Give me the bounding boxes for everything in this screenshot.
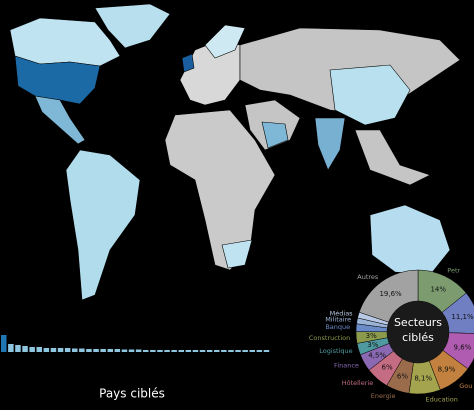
uk <box>181 53 195 73</box>
bar <box>57 348 64 352</box>
bar <box>15 345 21 352</box>
bar <box>86 349 92 352</box>
bar <box>29 347 35 352</box>
bar <box>221 350 227 352</box>
bar <box>263 350 270 352</box>
value-label: 8,1% <box>414 375 432 383</box>
segment-label: Autres <box>357 273 379 281</box>
donut-title: Secteurs ciblés <box>394 316 442 344</box>
segment-label: Militaire <box>325 316 351 324</box>
donut-segment <box>441 292 474 334</box>
southeast-asia <box>354 129 431 186</box>
bar <box>206 350 213 352</box>
south-africa <box>221 239 253 269</box>
south-america <box>65 149 141 301</box>
segment-label: Construction <box>309 334 350 342</box>
china <box>329 64 411 126</box>
segment-label: Hôtellerie <box>342 379 374 387</box>
bar <box>36 347 42 352</box>
bar <box>192 350 199 352</box>
bar <box>171 350 177 352</box>
usa <box>14 55 101 105</box>
bar <box>178 350 184 352</box>
saudi-arabia <box>261 121 289 149</box>
bar <box>185 350 192 352</box>
value-label: 8,9% <box>438 365 456 373</box>
bar <box>228 350 234 352</box>
scandinavia <box>204 24 246 59</box>
africa <box>164 109 276 271</box>
value-label: 11,1% <box>451 313 474 321</box>
mexico-central-america <box>34 95 86 145</box>
india <box>314 117 346 171</box>
bar <box>135 349 142 352</box>
bar <box>8 344 14 352</box>
segment-label: Logistique <box>319 347 352 355</box>
segment-label: Petr <box>447 267 460 275</box>
segment-label: Energie <box>371 392 396 400</box>
bar <box>214 350 220 352</box>
bar <box>143 350 149 352</box>
segment-label: Médias <box>330 309 354 317</box>
bar <box>164 350 170 352</box>
bar <box>1 335 7 352</box>
bar <box>157 350 163 352</box>
segment-label: Education <box>426 396 458 404</box>
bar <box>107 349 113 352</box>
value-label: 4,5% <box>368 351 386 359</box>
bar <box>249 350 255 352</box>
segment-label: Finance <box>334 362 359 370</box>
value-label: 14% <box>430 286 446 294</box>
value-label: 19,6% <box>379 290 402 298</box>
bar <box>235 350 241 352</box>
donut-center <box>387 301 449 363</box>
bar-title: Pays ciblés <box>99 387 165 401</box>
segment-label: Banque <box>325 323 350 331</box>
australia <box>369 204 451 276</box>
greenland <box>94 3 171 49</box>
segment-label: Gou <box>459 382 472 390</box>
bar <box>100 349 106 352</box>
bar <box>72 348 78 352</box>
bar <box>128 349 135 352</box>
value-label: 3% <box>366 332 377 340</box>
bar <box>242 350 248 352</box>
bar <box>64 348 71 352</box>
value-label: 6% <box>397 372 408 380</box>
bar <box>150 350 156 352</box>
bar <box>93 349 99 352</box>
bar <box>43 348 50 352</box>
bar <box>79 348 85 352</box>
bar <box>199 350 206 352</box>
value-label: 6% <box>382 363 393 371</box>
value-label: 3% <box>367 341 378 349</box>
bar <box>22 346 28 352</box>
world-map <box>9 3 461 301</box>
value-label: 9,6% <box>454 343 472 351</box>
bar <box>256 350 263 352</box>
bar <box>121 349 128 352</box>
bar <box>114 349 121 352</box>
bar <box>50 348 57 352</box>
